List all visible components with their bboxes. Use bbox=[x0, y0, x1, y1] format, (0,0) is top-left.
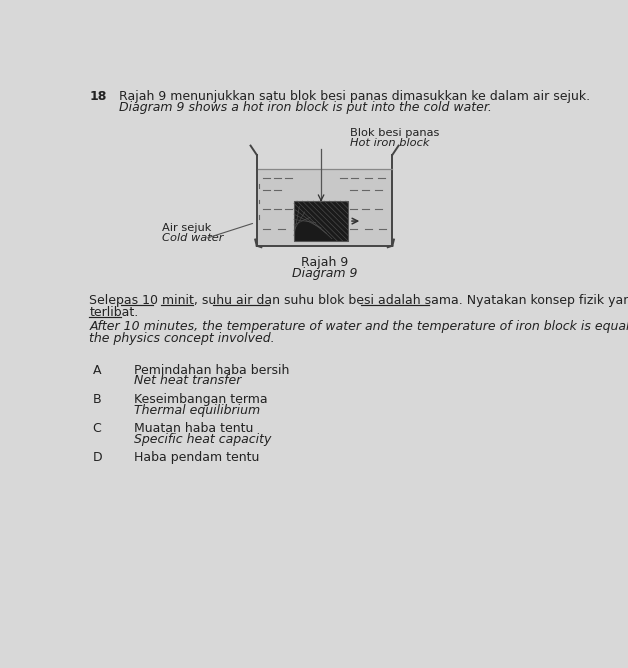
Text: Specific heat capacity: Specific heat capacity bbox=[134, 433, 272, 446]
Text: Hot iron block: Hot iron block bbox=[350, 138, 430, 148]
Text: C: C bbox=[92, 422, 101, 435]
Text: Air sejuk: Air sejuk bbox=[162, 222, 212, 232]
Text: terlibat.: terlibat. bbox=[89, 306, 139, 319]
Text: A: A bbox=[92, 363, 101, 377]
Text: Keseimbangan terma: Keseimbangan terma bbox=[134, 393, 268, 405]
Text: Cold water: Cold water bbox=[162, 232, 224, 242]
Text: Pemindahan haba bersih: Pemindahan haba bersih bbox=[134, 363, 290, 377]
Text: Diagram 9 shows a hot iron block is put into the cold water.: Diagram 9 shows a hot iron block is put … bbox=[119, 101, 492, 114]
Text: After 10 minutes, the temperature of water and the temperature of iron block is : After 10 minutes, the temperature of wat… bbox=[89, 321, 628, 333]
Text: Diagram 9: Diagram 9 bbox=[292, 267, 358, 279]
Text: Rajah 9 menunjukkan satu blok besi panas dimasukkan ke dalam air sejuk.: Rajah 9 menunjukkan satu blok besi panas… bbox=[119, 90, 590, 103]
Text: Haba pendam tentu: Haba pendam tentu bbox=[134, 452, 259, 464]
Polygon shape bbox=[257, 169, 392, 245]
Text: Net heat transfer: Net heat transfer bbox=[134, 374, 242, 387]
Text: the physics concept involved.: the physics concept involved. bbox=[89, 332, 275, 345]
Text: Rajah 9: Rajah 9 bbox=[301, 256, 349, 269]
Text: Thermal equilibrium: Thermal equilibrium bbox=[134, 403, 261, 417]
Text: 18: 18 bbox=[89, 90, 107, 103]
Text: Blok besi panas: Blok besi panas bbox=[350, 128, 439, 138]
Text: D: D bbox=[92, 452, 102, 464]
Text: B: B bbox=[92, 393, 101, 405]
Text: Muatan haba tentu: Muatan haba tentu bbox=[134, 422, 254, 435]
Text: Selepas 10 minit, suhu air dan suhu blok besi adalah sama. Nyatakan konsep fizik: Selepas 10 minit, suhu air dan suhu blok… bbox=[89, 294, 628, 307]
Bar bbox=[294, 201, 348, 241]
